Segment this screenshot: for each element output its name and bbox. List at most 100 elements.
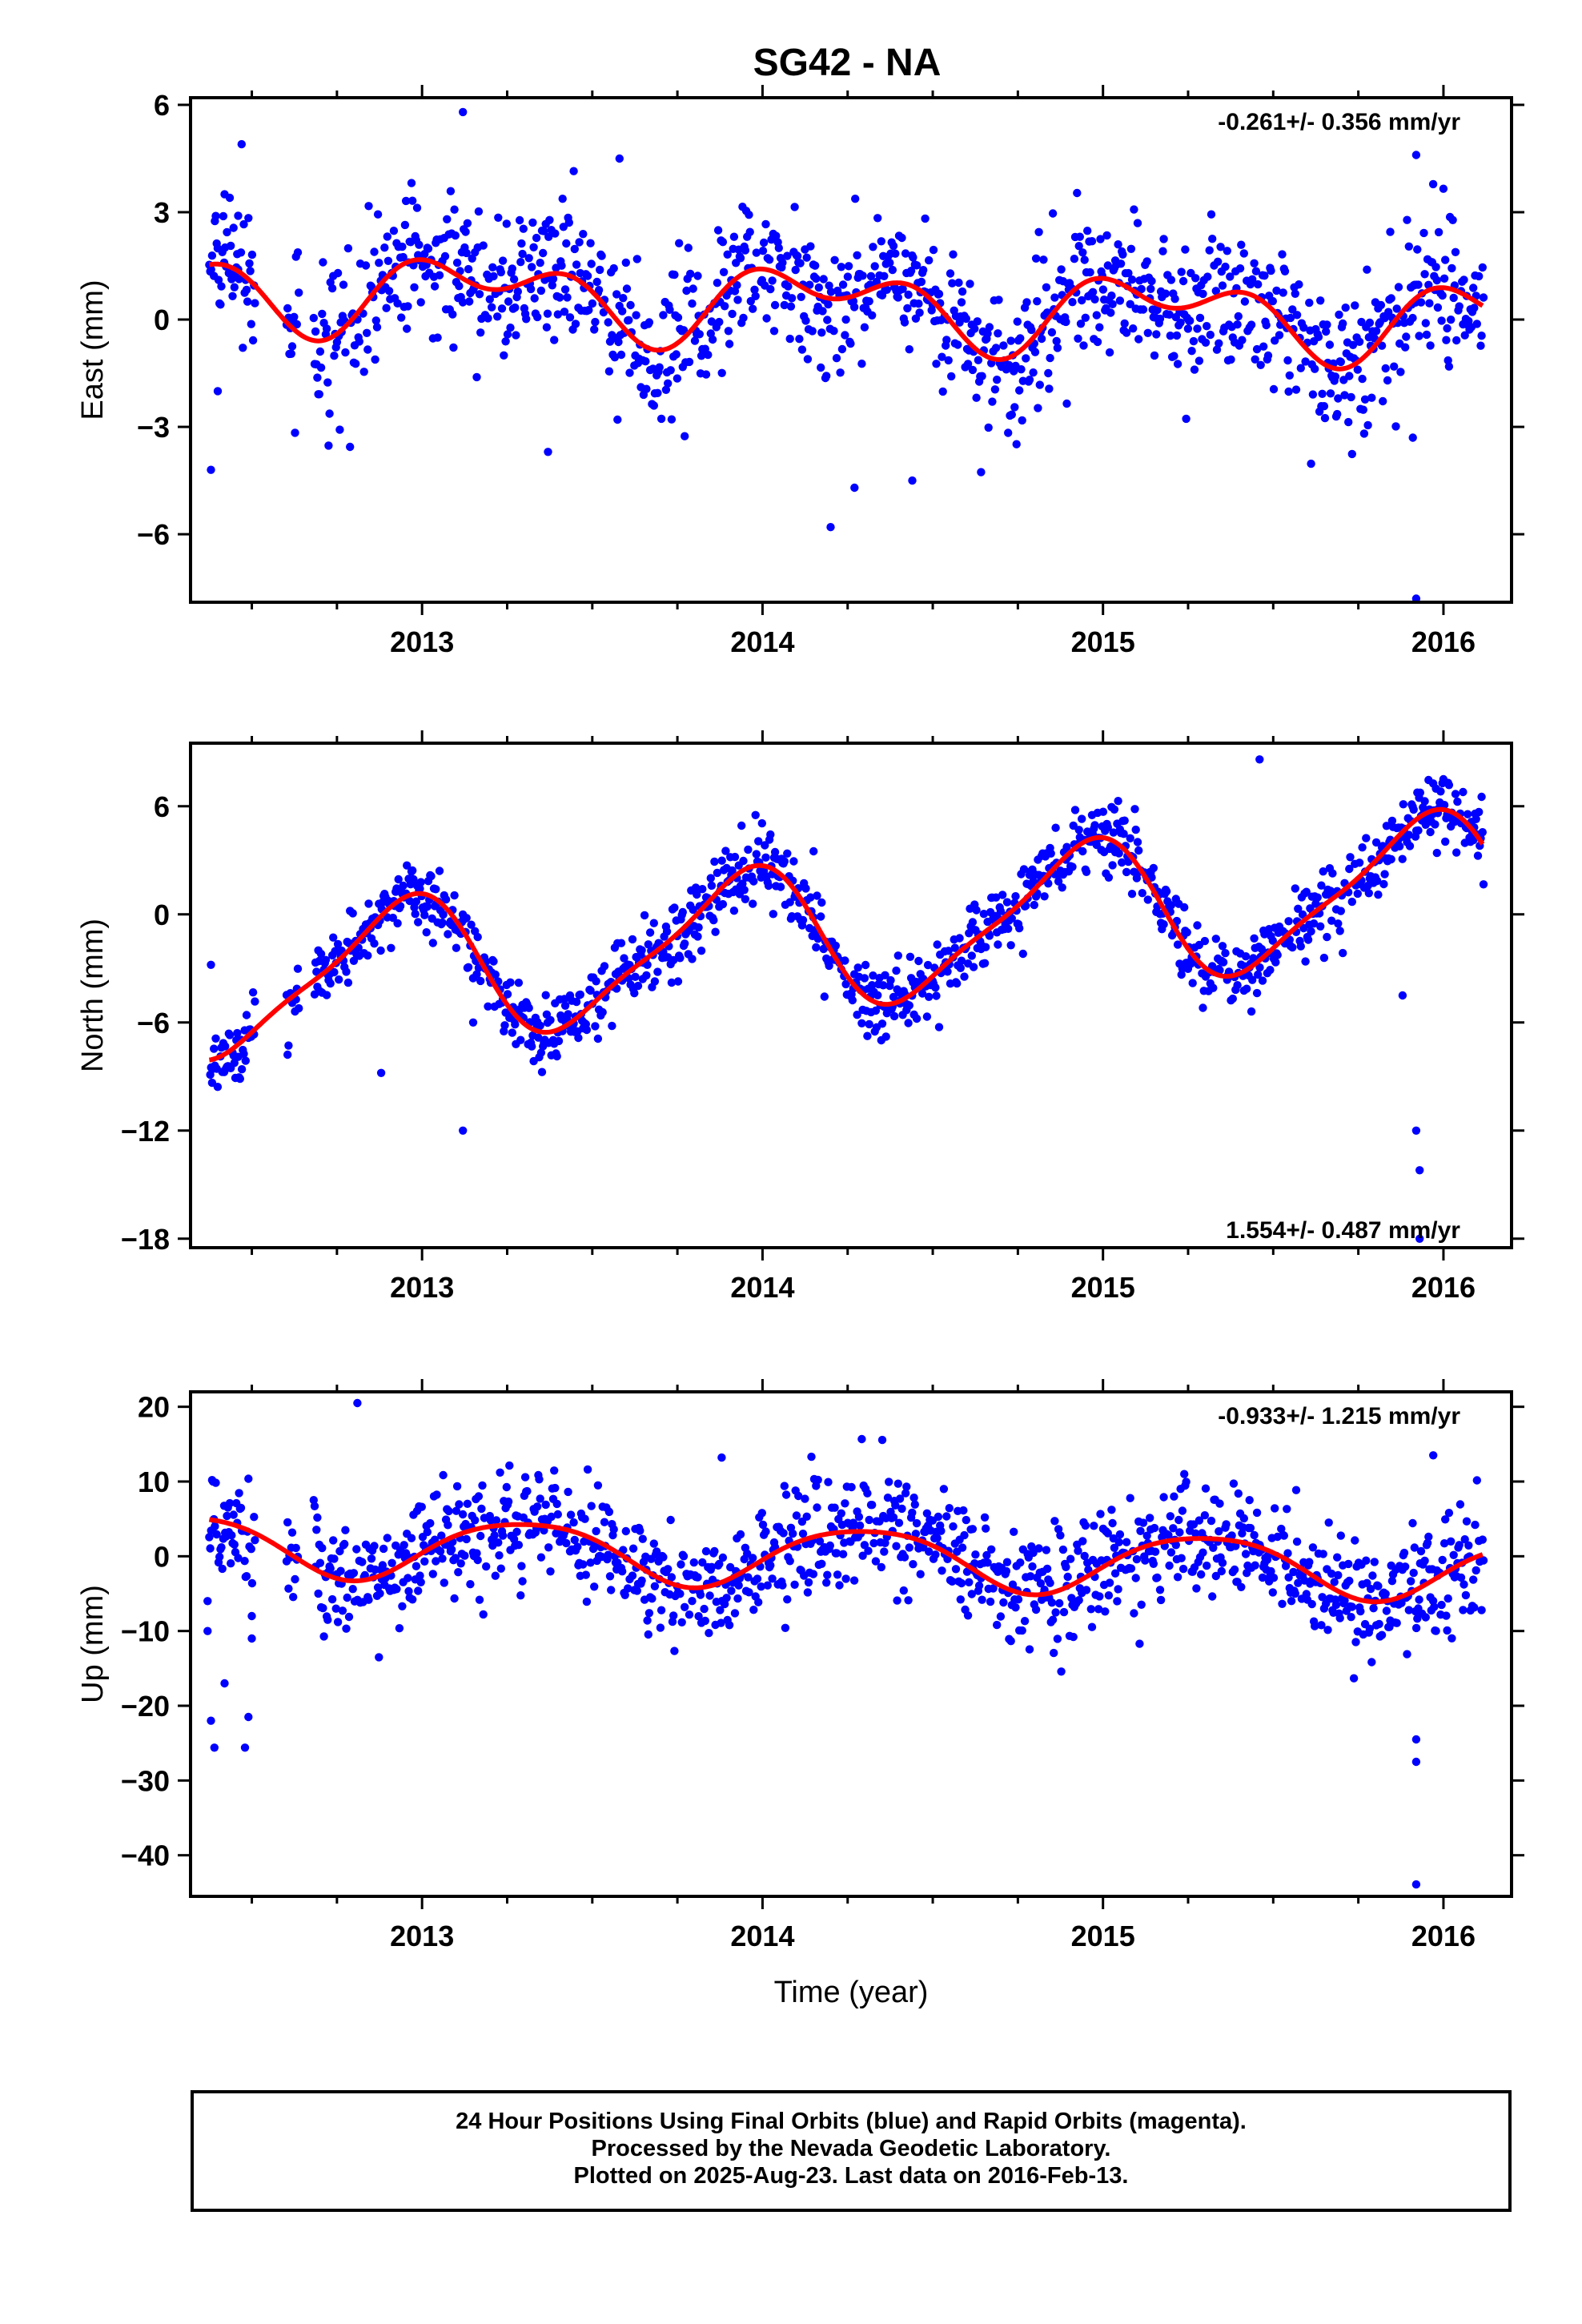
data-point (572, 997, 581, 1007)
data-point (1030, 900, 1039, 910)
data-point (1195, 313, 1205, 323)
data-point (315, 347, 325, 356)
data-point (242, 1011, 251, 1019)
data-point (644, 940, 652, 949)
data-point (207, 265, 215, 274)
data-point (1256, 360, 1265, 369)
data-point (364, 899, 373, 908)
data-point (1092, 311, 1102, 320)
data-point (764, 881, 773, 891)
data-point (644, 1609, 654, 1618)
y-tick-label: −40 (121, 1839, 170, 1872)
data-point (1228, 994, 1238, 1003)
data-point (489, 271, 498, 281)
data-point (830, 255, 839, 264)
data-point (1078, 846, 1087, 856)
data-point (214, 275, 223, 284)
data-point (1122, 328, 1131, 337)
data-point (749, 877, 758, 886)
data-point (682, 286, 691, 296)
data-point (1291, 884, 1300, 893)
data-point (228, 292, 237, 300)
data-point (401, 196, 411, 206)
data-point (1254, 970, 1263, 979)
data-point (1130, 1609, 1138, 1618)
data-point (1086, 267, 1094, 277)
data-point (869, 971, 877, 980)
data-point (436, 1547, 445, 1556)
data-point (666, 1515, 675, 1525)
data-point (1311, 899, 1320, 908)
data-point (1010, 403, 1019, 412)
data-point (761, 1527, 770, 1536)
data-point (805, 280, 814, 289)
data-point (560, 308, 569, 316)
data-point (217, 1543, 226, 1552)
data-point (467, 920, 476, 929)
data-point (548, 275, 558, 283)
data-point (897, 1504, 906, 1514)
data-point (1442, 336, 1451, 344)
data-point (359, 368, 368, 376)
data-point (848, 995, 857, 1005)
data-point (1252, 988, 1262, 998)
data-point (1262, 320, 1271, 330)
data-point (724, 327, 733, 336)
data-point (1178, 1564, 1188, 1574)
data-point (978, 372, 986, 380)
data-point (993, 1620, 1002, 1630)
data-point (1347, 449, 1357, 459)
data-point (1080, 1551, 1089, 1561)
data-point (1027, 325, 1036, 335)
data-point (223, 227, 231, 237)
data-point (1316, 296, 1325, 305)
data-point (996, 1612, 1006, 1621)
data-point (496, 1468, 504, 1478)
data-point (570, 244, 579, 254)
data-point (718, 899, 728, 909)
data-point (458, 1510, 468, 1519)
data-point (1014, 1595, 1023, 1604)
data-point (1029, 877, 1038, 886)
data-point (943, 967, 952, 976)
data-point (825, 1541, 835, 1550)
data-point (694, 1612, 703, 1621)
data-point (1473, 851, 1483, 860)
data-point (1209, 1543, 1218, 1553)
data-point (931, 1550, 940, 1559)
data-point (925, 1547, 934, 1556)
data-point (957, 298, 966, 307)
data-point (1308, 1543, 1318, 1552)
data-point (1285, 371, 1295, 380)
data-point (519, 224, 528, 233)
data-point (215, 1552, 224, 1562)
data-point (801, 884, 810, 893)
data-point (725, 1621, 734, 1630)
data-point (1396, 368, 1405, 376)
data-point (322, 324, 331, 333)
data-point (1314, 332, 1323, 341)
data-point (715, 317, 724, 327)
data-point (1478, 828, 1488, 837)
data-point (570, 1535, 579, 1545)
data-point (1442, 1611, 1451, 1620)
data-point (688, 1597, 697, 1606)
data-point (600, 962, 609, 971)
data-point (580, 1514, 589, 1523)
data-point (1336, 907, 1346, 915)
data-point (245, 259, 254, 268)
data-point (544, 1543, 553, 1552)
data-point (1109, 828, 1118, 837)
data-point (1019, 865, 1029, 874)
data-point (1414, 826, 1423, 835)
data-point (1035, 380, 1045, 389)
data-point (592, 1526, 600, 1536)
data-point (1351, 301, 1359, 310)
data-point (912, 1014, 921, 1023)
data-point (761, 841, 769, 850)
data-point (534, 1033, 543, 1042)
data-point (322, 991, 331, 999)
data-point (411, 910, 420, 919)
data-point (448, 310, 457, 319)
data-point (444, 930, 452, 939)
